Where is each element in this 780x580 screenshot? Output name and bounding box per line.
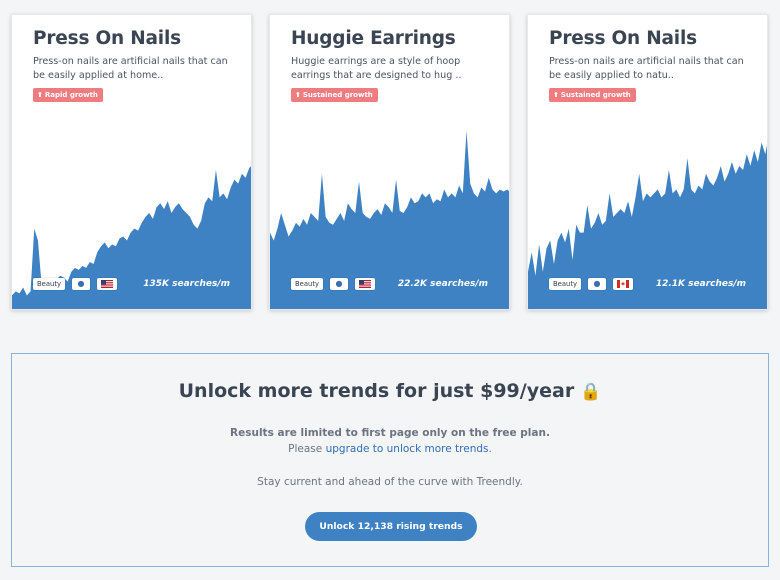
category-tag[interactable]: Beauty xyxy=(33,278,66,290)
trend-area-chart xyxy=(270,130,509,309)
search-volume: 12.1K searches/m xyxy=(655,279,746,289)
card-title[interactable]: Huggie Earrings xyxy=(291,28,456,49)
us-flag-icon[interactable] xyxy=(355,278,376,290)
growth-badge: ⬆ Sustained growth xyxy=(549,88,636,102)
tagline: Stay current and ahead of the curve with… xyxy=(257,476,523,488)
limit-notice: Results are limited to first page only o… xyxy=(230,427,550,439)
unlock-title: Unlock more trends for just $99/year 🔒 xyxy=(12,380,768,402)
canada-flag-icon[interactable] xyxy=(613,278,634,290)
growth-badge: ⬆ Rapid growth xyxy=(33,88,103,102)
lock-icon: 🔒 xyxy=(580,382,602,402)
badge-label: Sustained growth xyxy=(560,91,631,99)
trend-area xyxy=(270,130,509,309)
search-volume: 22.2K searches/m xyxy=(397,279,488,289)
growth-badge: ⬆ Sustained growth xyxy=(291,88,378,102)
card-title[interactable]: Press On Nails xyxy=(33,28,181,49)
trend-chart xyxy=(528,115,767,309)
unlock-panel: Unlock more trends for just $99/year 🔒 Re… xyxy=(11,353,769,567)
trend-area xyxy=(12,166,251,309)
upgrade-link[interactable]: upgrade to unlock more trends xyxy=(325,443,489,455)
card-tags: Beauty ● xyxy=(291,278,376,290)
trend-card-3[interactable]: Press On Nails Press-on nails are artifi… xyxy=(527,14,768,310)
badge-label: Sustained growth xyxy=(302,91,373,99)
arrow-up-icon: ⬆ xyxy=(295,91,301,99)
arrow-up-icon: ⬆ xyxy=(37,91,43,99)
globe-icon[interactable]: ● xyxy=(330,278,349,290)
card-description: Huggie earrings are a style of hoop earr… xyxy=(291,56,462,81)
upgrade-prefix: Please xyxy=(288,443,326,455)
unlock-title-text: Unlock more trends for just $99/year xyxy=(178,380,575,402)
unlock-trends-button[interactable]: Unlock 12,138 rising trends xyxy=(305,512,477,541)
globe-icon[interactable]: ● xyxy=(588,278,607,290)
upgrade-suffix: . xyxy=(488,443,492,455)
globe-icon[interactable]: ● xyxy=(72,278,91,290)
trend-area-chart xyxy=(12,166,251,309)
card-tags: Beauty ● xyxy=(549,278,634,290)
card-description: Press-on nails are artificial nails that… xyxy=(33,56,228,81)
card-tags: Beauty ● xyxy=(33,278,118,290)
trend-chart xyxy=(12,115,251,309)
trend-area xyxy=(528,142,767,309)
category-tag[interactable]: Beauty xyxy=(291,278,324,290)
search-volume: 135K searches/m xyxy=(143,279,230,289)
trend-area-chart xyxy=(528,142,767,309)
category-tag[interactable]: Beauty xyxy=(549,278,582,290)
card-description: Press-on nails are artificial nails that… xyxy=(549,56,744,81)
upgrade-line: Please upgrade to unlock more trends. xyxy=(12,443,768,455)
trend-card-2[interactable]: Huggie Earrings Huggie earrings are a st… xyxy=(269,14,510,310)
card-title[interactable]: Press On Nails xyxy=(549,28,697,49)
arrow-up-icon: ⬆ xyxy=(553,91,559,99)
us-flag-icon[interactable] xyxy=(97,278,118,290)
trend-chart xyxy=(270,115,509,309)
trend-card-1[interactable]: Press On Nails Press-on nails are artifi… xyxy=(11,14,252,310)
badge-label: Rapid growth xyxy=(44,91,98,99)
